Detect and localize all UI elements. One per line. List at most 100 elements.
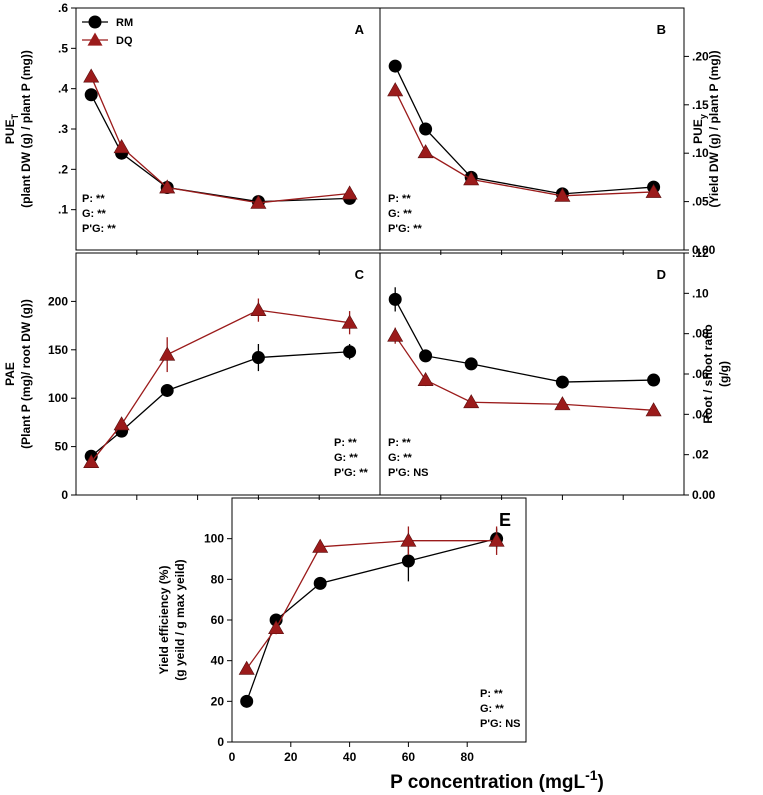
y-tick-label: 0.00 bbox=[692, 488, 716, 502]
panel-e: 0 20 40 60 80 100 0 20 40 60 80 Yield efficiency (%… bbox=[157, 497, 527, 764]
y-axis-label-main: PUE bbox=[3, 119, 17, 144]
data-point-rm bbox=[419, 122, 433, 136]
y-tick-label: .12 bbox=[692, 246, 709, 260]
y-tick-label: .5 bbox=[58, 41, 68, 55]
data-point-dq bbox=[250, 194, 267, 209]
data-point-rm bbox=[313, 576, 327, 590]
data-point-dq bbox=[83, 453, 100, 469]
series-line-rm bbox=[90, 351, 350, 457]
stat-line: P'G: NS bbox=[480, 718, 521, 730]
stat-line: G: ** bbox=[480, 703, 505, 715]
data-point-dq bbox=[238, 660, 255, 675]
y-axis-label-line1: Yield efficiency (%) bbox=[157, 566, 171, 675]
y-axis-label-main: Root / shoot ratio bbox=[701, 324, 715, 423]
data-point-dq bbox=[341, 185, 358, 200]
y-tick-label: 100 bbox=[48, 391, 68, 405]
stat-line: G: ** bbox=[388, 208, 413, 220]
y-tick-label: .6 bbox=[58, 1, 68, 15]
stat-line: G: ** bbox=[82, 208, 107, 220]
series-line-rm bbox=[90, 94, 350, 203]
series-line-rm bbox=[246, 538, 497, 702]
stat-line: P'G: ** bbox=[82, 223, 117, 235]
y-tick-label: 0 bbox=[61, 488, 68, 502]
data-point-rm bbox=[240, 694, 254, 708]
data-point-dq bbox=[645, 402, 662, 417]
x-tick-label: 60 bbox=[402, 750, 416, 764]
data-point-rm bbox=[419, 349, 433, 363]
data-point-dq bbox=[645, 183, 662, 198]
x-tick-label: 0 bbox=[229, 750, 236, 764]
y-axis-label-line2: (Plant P (mg)/ root DW (g)) bbox=[19, 299, 33, 449]
legend-label-rm: RM bbox=[116, 17, 133, 29]
data-point-rm bbox=[647, 373, 661, 387]
data-point-dq bbox=[488, 532, 505, 547]
stat-line: P: ** bbox=[82, 193, 105, 205]
stat-line: P: ** bbox=[480, 688, 503, 700]
series-line-rm bbox=[394, 299, 654, 383]
panel-c: 0 50 100 150 200 PAE (Plant P (mg)/ root DW (g… bbox=[3, 252, 381, 502]
y-tick-label: .2 bbox=[58, 162, 68, 176]
y-axis-label-line1: Root / shoot ratio bbox=[701, 324, 715, 423]
y-axis-label-line1: PAE bbox=[3, 362, 17, 386]
data-point-rm bbox=[343, 345, 357, 359]
panel-frame bbox=[379, 7, 685, 251]
data-point-dq bbox=[417, 371, 434, 386]
y-tick-label: .3 bbox=[58, 122, 68, 136]
panel-a: .1 .2 .3 .4 .5 .6 PUET (plant DW (g) / plant P … bbox=[3, 1, 381, 255]
y-tick-label: 0.00 bbox=[692, 243, 716, 257]
data-point-dq bbox=[387, 327, 404, 342]
y-axis-label-main: PAE bbox=[3, 362, 17, 386]
legend-label-dq: DQ bbox=[116, 35, 133, 47]
stat-line: P'G: NS bbox=[388, 467, 429, 479]
y-tick-label: .05 bbox=[692, 195, 709, 209]
y-tick-label: 200 bbox=[48, 294, 68, 308]
y-tick-label: 50 bbox=[55, 440, 69, 454]
legend-marker-rm bbox=[88, 15, 102, 29]
data-point-rm bbox=[555, 375, 569, 389]
data-point-dq bbox=[250, 302, 267, 317]
data-point-rm bbox=[464, 357, 478, 371]
y-tick-label: 0 bbox=[217, 735, 224, 749]
y-axis-label-subscript: T bbox=[10, 113, 20, 119]
y-tick-label: .06 bbox=[692, 367, 709, 381]
data-point-dq bbox=[113, 139, 130, 154]
stat-line: P: ** bbox=[388, 437, 411, 449]
data-point-dq bbox=[159, 179, 176, 194]
data-point-rm bbox=[160, 383, 174, 397]
series-line-dq bbox=[394, 335, 654, 411]
y-axis-label: Root / shoot ratio (g/g) bbox=[701, 324, 731, 423]
y-tick-label: 60 bbox=[211, 613, 225, 627]
data-point-dq bbox=[400, 532, 417, 547]
data-point-dq bbox=[83, 68, 100, 83]
stat-line: P: ** bbox=[388, 193, 411, 205]
data-point-dq bbox=[159, 346, 176, 361]
y-axis-label: Yield efficiency (%) (g yeild / g max yei… bbox=[157, 559, 187, 680]
x-axis-title-close: ) bbox=[598, 772, 604, 793]
y-tick-label: .4 bbox=[58, 82, 68, 96]
panel-label: D bbox=[657, 267, 666, 282]
series-line-dq bbox=[90, 309, 350, 463]
data-point-dq bbox=[341, 314, 358, 329]
y-axis-label: PUEy (Yield DW (g) / plant P (mg)) bbox=[691, 50, 721, 207]
data-point-dq bbox=[554, 396, 571, 411]
x-axis-title: P concentration (mgL-1) bbox=[390, 767, 604, 793]
y-tick-label: .02 bbox=[692, 448, 709, 462]
x-tick-label: 80 bbox=[461, 750, 475, 764]
data-point-rm bbox=[401, 554, 415, 568]
data-point-dq bbox=[417, 144, 434, 159]
stat-line: G: ** bbox=[334, 452, 359, 464]
y-axis-label-line1: PUEy bbox=[691, 114, 708, 144]
y-axis-label-line2: (g yeild / g max yeild) bbox=[173, 559, 187, 680]
y-tick-label: 150 bbox=[48, 343, 68, 357]
stat-line: P: ** bbox=[334, 437, 357, 449]
data-point-rm bbox=[388, 292, 402, 306]
panel-label: A bbox=[355, 22, 365, 37]
y-tick-label: .10 bbox=[692, 286, 709, 300]
legend-marker-dq bbox=[87, 32, 103, 46]
stat-line: G: ** bbox=[388, 452, 413, 464]
y-axis-label: PAE (Plant P (mg)/ root DW (g)) bbox=[3, 299, 33, 449]
data-point-dq bbox=[312, 538, 329, 553]
data-point-dq bbox=[268, 620, 285, 635]
y-tick-label: 40 bbox=[211, 654, 225, 668]
